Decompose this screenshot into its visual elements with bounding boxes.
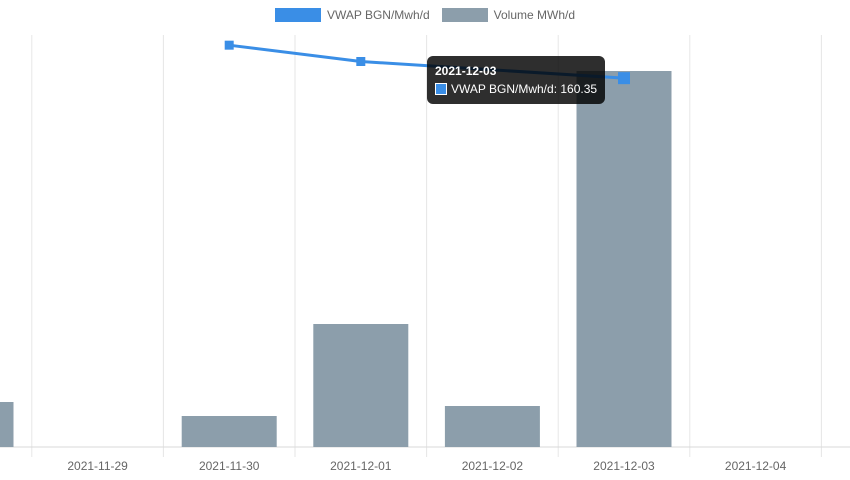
legend-item-vwap[interactable]: VWAP BGN/Mwh/d	[274, 8, 430, 22]
bar-volume	[313, 324, 409, 447]
bar-volume	[444, 406, 540, 447]
legend: VWAP BGN/Mwh/d Volume MWh/d	[0, 8, 850, 22]
legend-swatch-volume	[441, 8, 488, 22]
x-tick-label: 2021-12-02	[462, 459, 524, 473]
legend-item-volume[interactable]: Volume MWh/d	[441, 8, 576, 22]
point-vwap	[356, 57, 366, 66]
bar-volume	[576, 71, 672, 447]
tooltip: 2021-12-03 VWAP BGN/Mwh/d: 160.35	[427, 56, 606, 104]
tooltip-title: 2021-12-03	[435, 64, 497, 78]
legend-label-vwap: VWAP BGN/Mwh/d	[326, 8, 430, 22]
tooltip-label: VWAP BGN/Mwh/d: 160.35	[451, 82, 598, 96]
point-vwap	[618, 72, 630, 85]
bar-volume	[181, 416, 277, 447]
bar-volume	[0, 402, 14, 447]
x-tick-label: 2021-12-03	[593, 459, 655, 473]
legend-swatch-vwap	[274, 8, 321, 22]
tooltip-swatch	[435, 83, 447, 95]
legend-label-volume: Volume MWh/d	[493, 8, 576, 22]
x-tick-label: 2021-11-30	[199, 459, 260, 473]
point-vwap	[224, 40, 234, 50]
x-tick-label: 2021-12-04	[725, 459, 787, 473]
x-tick-label: 2021-12-01	[330, 459, 392, 473]
x-tick-label: 2021-11-29	[67, 459, 128, 473]
